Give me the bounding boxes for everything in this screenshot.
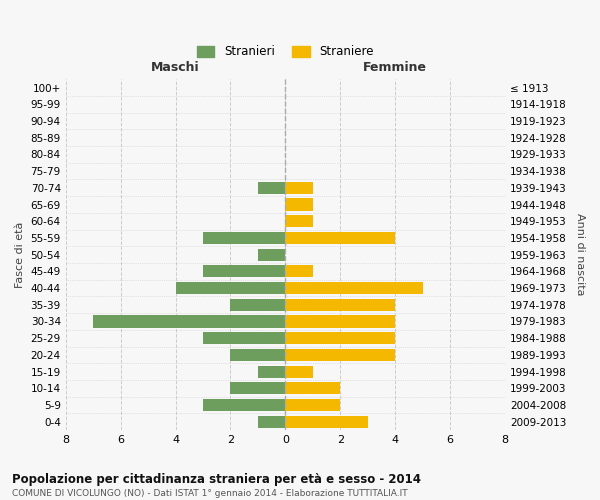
Bar: [258, 182, 286, 194]
Bar: [286, 332, 395, 344]
Bar: [286, 349, 395, 361]
Bar: [286, 366, 313, 378]
Bar: [286, 299, 395, 311]
Bar: [203, 266, 286, 278]
Bar: [286, 182, 313, 194]
Legend: Stranieri, Straniere: Stranieri, Straniere: [191, 40, 380, 64]
Bar: [286, 282, 422, 294]
Bar: [286, 382, 340, 394]
Bar: [258, 366, 286, 378]
Bar: [286, 232, 395, 244]
Bar: [258, 248, 286, 260]
Y-axis label: Fasce di età: Fasce di età: [15, 222, 25, 288]
Bar: [230, 349, 286, 361]
Bar: [286, 399, 340, 411]
Bar: [258, 416, 286, 428]
Text: COMUNE DI VICOLUNGO (NO) - Dati ISTAT 1° gennaio 2014 - Elaborazione TUTTITALIA.: COMUNE DI VICOLUNGO (NO) - Dati ISTAT 1°…: [12, 489, 407, 498]
Bar: [93, 316, 286, 328]
Bar: [286, 266, 313, 278]
Bar: [230, 299, 286, 311]
Bar: [203, 332, 286, 344]
Bar: [286, 215, 313, 227]
Bar: [286, 198, 313, 210]
Bar: [203, 232, 286, 244]
Text: Popolazione per cittadinanza straniera per età e sesso - 2014: Popolazione per cittadinanza straniera p…: [12, 472, 421, 486]
Bar: [176, 282, 286, 294]
Bar: [230, 382, 286, 394]
Y-axis label: Anni di nascita: Anni di nascita: [575, 214, 585, 296]
Text: Maschi: Maschi: [151, 61, 200, 74]
Bar: [203, 399, 286, 411]
Text: Femmine: Femmine: [363, 61, 427, 74]
Bar: [286, 416, 368, 428]
Bar: [286, 316, 395, 328]
